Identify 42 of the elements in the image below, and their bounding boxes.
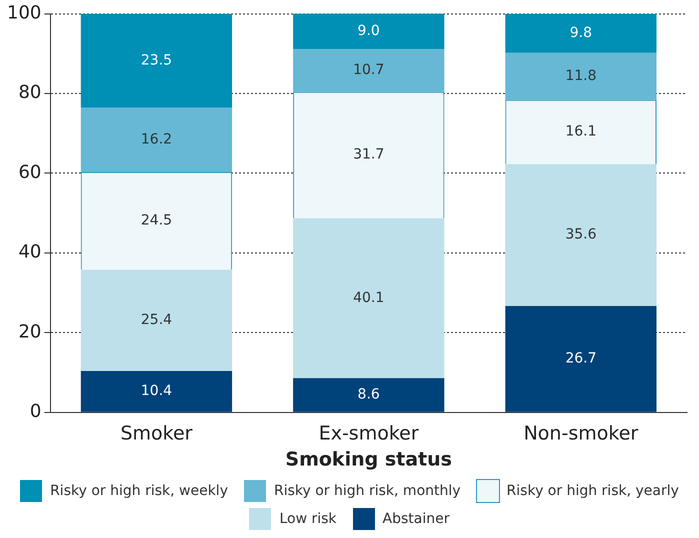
legend-label: Abstainer — [382, 511, 450, 527]
data-label: 9.8 — [570, 24, 592, 41]
data-label: 26.7 — [565, 350, 596, 367]
y-tick-label: 80 — [18, 82, 42, 104]
bar — [505, 14, 656, 53]
data-label: 40.1 — [353, 290, 384, 306]
legend-label: Risky or high risk, weekly — [50, 483, 228, 499]
data-label: 24.5 — [140, 212, 172, 229]
bar — [293, 218, 444, 378]
data-label: 16.1 — [565, 124, 596, 140]
y-tick-label: 40 — [18, 242, 42, 263]
data-label: 8.6 — [358, 386, 380, 403]
legend-label: Low risk — [279, 511, 337, 527]
legend-label: Risky or high risk, monthly — [274, 483, 461, 499]
bar — [293, 14, 444, 50]
data-label: 16.2 — [140, 131, 172, 148]
x-axis-title: Smoking status — [285, 448, 452, 471]
bar — [293, 49, 444, 92]
bar — [80, 107, 232, 172]
data-label: 25.4 — [140, 312, 172, 328]
bar — [80, 270, 232, 371]
bar — [505, 164, 656, 306]
legend-label: Risky or high risk, yearly — [506, 483, 679, 499]
data-label: 35.6 — [565, 226, 597, 243]
bar — [80, 370, 232, 412]
bar — [505, 52, 656, 100]
data-label: 23.5 — [140, 52, 172, 68]
x-tick-label: Ex-smoker — [318, 422, 419, 445]
x-tick-label: Non-smoker — [524, 422, 638, 445]
y-tick-label: 0 — [30, 401, 42, 422]
y-tick-label: 20 — [18, 321, 42, 342]
y-tick-label: 60 — [18, 162, 42, 183]
bar — [293, 378, 444, 412]
bar — [80, 14, 232, 108]
data-label: 11.8 — [565, 68, 596, 84]
x-tick-label: Smoker — [120, 422, 193, 445]
y-tick-label: 100 — [6, 2, 42, 24]
data-label: 10.7 — [353, 62, 384, 78]
data-label: 31.7 — [353, 146, 384, 163]
data-label: 10.4 — [140, 383, 172, 400]
bar — [505, 306, 656, 412]
data-label: 9.0 — [358, 22, 380, 39]
